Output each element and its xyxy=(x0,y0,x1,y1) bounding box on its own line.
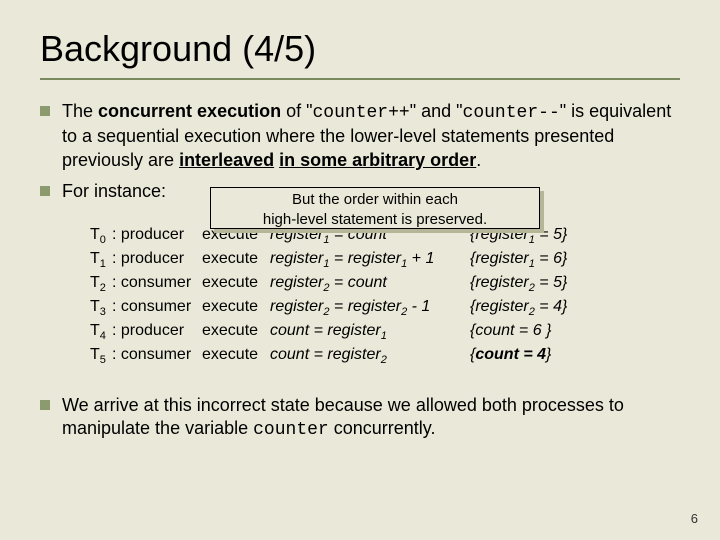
table-row: T5: consumerexecutecount = register2{cou… xyxy=(90,344,680,368)
page-number: 6 xyxy=(691,511,698,526)
execution-table: T0: producerexecuteregister1 = count{reg… xyxy=(90,224,680,368)
bullet-icon xyxy=(40,186,50,196)
bullet-3-text: We arrive at this incorrect state becaus… xyxy=(62,394,680,443)
title-divider xyxy=(40,78,680,80)
bullet-1: The concurrent execution of "counter++" … xyxy=(40,100,680,172)
bullet-icon xyxy=(40,106,50,116)
table-row: T3: consumerexecuteregister2 = register2… xyxy=(90,296,680,320)
bullet-3: We arrive at this incorrect state becaus… xyxy=(40,394,680,443)
bullet-icon xyxy=(40,400,50,410)
callout-box: But the order within each high-level sta… xyxy=(210,187,540,229)
bullet-1-text: The concurrent execution of "counter++" … xyxy=(62,100,680,172)
callout-line1: But the order within each xyxy=(292,191,458,208)
slide-title: Background (4/5) xyxy=(40,28,680,70)
bullet-2-text: For instance: xyxy=(62,180,166,203)
table-row: T1: producerexecuteregister1 = register1… xyxy=(90,248,680,272)
callout-line2: high-level statement is preserved. xyxy=(263,211,487,228)
callout: But the order within each high-level sta… xyxy=(210,187,540,229)
table-row: T2: consumerexecuteregister2 = count{reg… xyxy=(90,272,680,296)
table-row: T4: producerexecutecount = register1{cou… xyxy=(90,320,680,344)
slide: Background (4/5) The concurrent executio… xyxy=(0,0,720,540)
